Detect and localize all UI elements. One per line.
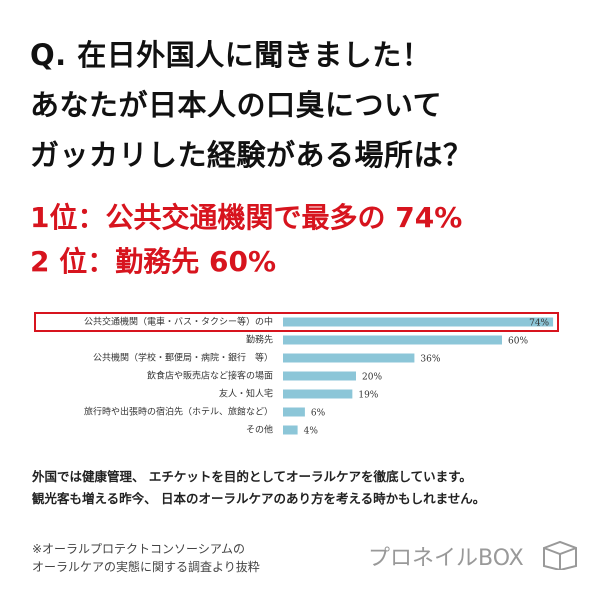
category-label: 勤務先 (246, 334, 273, 346)
logo-icon (543, 540, 577, 570)
value-label: 4% (304, 427, 319, 437)
value-label: 19% (358, 391, 378, 401)
footnote: オーラルケアの実態に関する調査より抜粋 (32, 560, 260, 574)
title-line: あなたが日本人の口臭について (30, 88, 443, 122)
category-label: 友人・知人宅 (219, 388, 273, 400)
category-label: 公共機関（学校・郵便局・病院・銀行 等） (93, 352, 273, 364)
title-line: ガッカリした経験がある場所は？ (30, 138, 473, 172)
value-label: 60% (508, 337, 528, 347)
bar (283, 317, 554, 327)
title-line: Q. 在日外国人に聞きました！ (30, 38, 432, 72)
body-text: 観光客も増える昨今、 日本のオーラルケアのあり方を考える時かもしれません。 (32, 491, 486, 506)
bar (283, 353, 415, 363)
logo: プロネイルBOX (368, 546, 524, 571)
highlight: 1位：公共交通機関で最多の 74% (30, 201, 463, 234)
bar (283, 389, 353, 399)
bar (283, 335, 502, 345)
bar (283, 371, 356, 381)
body-text: 外国では健康管理、 エチケットを目的としてオーラルケアを徹底しています。 (32, 469, 472, 484)
footnote: ※オーラルプロテクトコンソーシアムの (32, 542, 245, 556)
value-label: 20% (362, 373, 382, 383)
value-label: 6% (311, 409, 326, 419)
highlight-box (34, 312, 559, 332)
highlight: 2 位：勤務先 60% (30, 245, 276, 278)
bar (283, 407, 305, 417)
value-label: 36% (420, 355, 440, 365)
category-label: 公共交通機関（電車・バス・タクシー等）の中 (84, 316, 273, 328)
category-label: 飲食店や販売店など接客の場面 (147, 370, 273, 382)
chart: 公共交通機関（電車・バス・タクシー等）の中 74% 勤務先 60% 公共機関（学校・郵便… (34, 312, 559, 437)
bar (283, 425, 298, 435)
value-label: 74% (529, 319, 549, 329)
category-label: 旅行時や出張時の宿泊先（ホテル、旅館など） (84, 406, 273, 418)
category-label: その他 (246, 424, 273, 436)
